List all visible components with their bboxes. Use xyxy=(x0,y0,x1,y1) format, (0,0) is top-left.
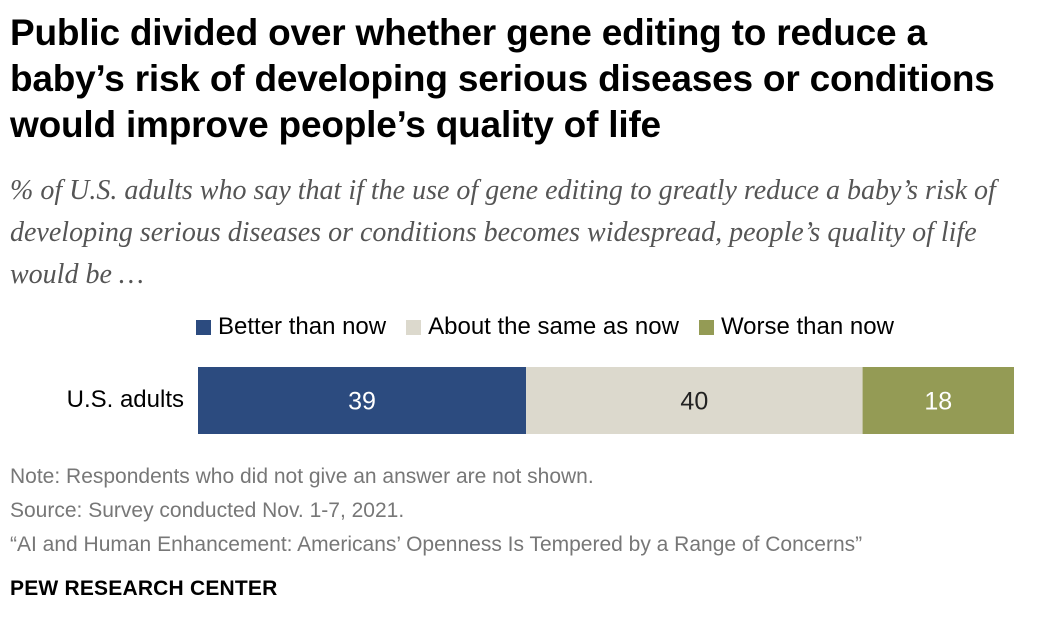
legend-swatch-worse xyxy=(698,319,714,335)
legend-item-same: About the same as now xyxy=(406,313,679,341)
bar-segment-3 xyxy=(862,367,1014,434)
footnotes: Note: Respondents who did not give an an… xyxy=(10,460,1030,562)
organization-logo-text: PEW RESEARCH CENTER xyxy=(10,577,278,600)
note-text: Note: Respondents who did not give an an… xyxy=(10,465,594,488)
legend-swatch-same xyxy=(406,319,422,335)
legend: Better than now About the same as now Wo… xyxy=(196,312,894,342)
category-label: U.S. adults xyxy=(66,386,184,413)
legend-label-worse: Worse than now xyxy=(720,313,894,340)
legend-label-same: About the same as now xyxy=(428,313,679,340)
bar-segment-1 xyxy=(198,367,527,434)
report-title-text: “AI and Human Enhancement: Americans’ Op… xyxy=(10,533,863,556)
legend-label-better: Better than now xyxy=(218,313,387,340)
chart-title: Public divided over whether gene editing… xyxy=(10,12,995,145)
bar-value-label-1: 39 xyxy=(348,388,376,416)
chart-subtitle: % of U.S. adults who say that if the use… xyxy=(10,175,996,290)
source-text: Source: Survey conducted Nov. 1-7, 2021. xyxy=(10,499,405,522)
legend-item-worse: Worse than now xyxy=(698,313,894,341)
bar-value-label-3: 18 xyxy=(924,388,952,416)
legend-swatch-better xyxy=(196,319,211,335)
legend-item-better: Better than now xyxy=(196,313,386,341)
bar-value-label-2: 40 xyxy=(680,388,708,416)
bar-segment-2 xyxy=(526,367,863,434)
